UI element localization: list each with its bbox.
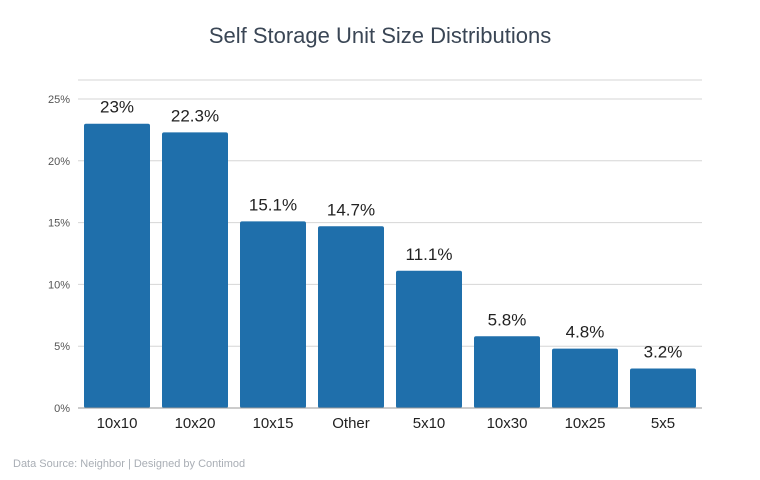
data-label: 23%: [100, 98, 134, 117]
x-tick-label: 10x10: [97, 415, 138, 432]
bar-10x15: [240, 221, 306, 408]
chart-title: Self Storage Unit Size Distributions: [209, 23, 551, 48]
bar-5x10: [396, 270, 462, 408]
bars: [84, 123, 696, 408]
bar-10x20: [162, 132, 228, 408]
y-tick-label: 5%: [54, 341, 70, 353]
data-source-note: Data Source: Neighbor | Designed by Cont…: [13, 458, 246, 470]
y-tick-label: 10%: [48, 279, 70, 291]
bar-other: [318, 226, 384, 408]
x-axis-ticks: 10x10 10x20 10x15 Other 5x10 10x30 10x25 5x5: [97, 415, 676, 432]
data-label: 15.1%: [249, 195, 297, 214]
x-tick-label: 5x5: [651, 415, 675, 432]
x-tick-label: 10x25: [565, 415, 606, 432]
y-tick-label: 15%: [48, 218, 70, 230]
y-tick-label: 25%: [48, 94, 70, 106]
y-tick-label: 20%: [48, 156, 70, 168]
data-label: 14.7%: [327, 200, 375, 219]
bar-10x25: [552, 348, 618, 408]
data-label: 11.1%: [406, 245, 453, 264]
x-tick-label: 10x20: [175, 415, 216, 432]
data-label: 22.3%: [171, 106, 219, 125]
y-axis-ticks: 0% 5% 10% 15% 20% 25%: [48, 94, 70, 415]
y-tick-label: 0%: [54, 403, 70, 415]
data-label: 5.8%: [488, 310, 527, 329]
bar-10x10: [84, 123, 150, 408]
data-labels: 23% 22.3% 15.1% 14.7% 11.1% 5.8% 4.8% 3.2%: [100, 98, 682, 362]
x-tick-label: 10x15: [253, 415, 294, 432]
data-label: 4.8%: [566, 323, 605, 342]
bar-10x30: [474, 336, 540, 408]
x-tick-label: Other: [332, 415, 370, 432]
data-label: 3.2%: [644, 342, 683, 361]
bar-5x5: [630, 368, 696, 408]
x-tick-label: 5x10: [413, 415, 446, 432]
x-tick-label: 10x30: [487, 415, 528, 432]
